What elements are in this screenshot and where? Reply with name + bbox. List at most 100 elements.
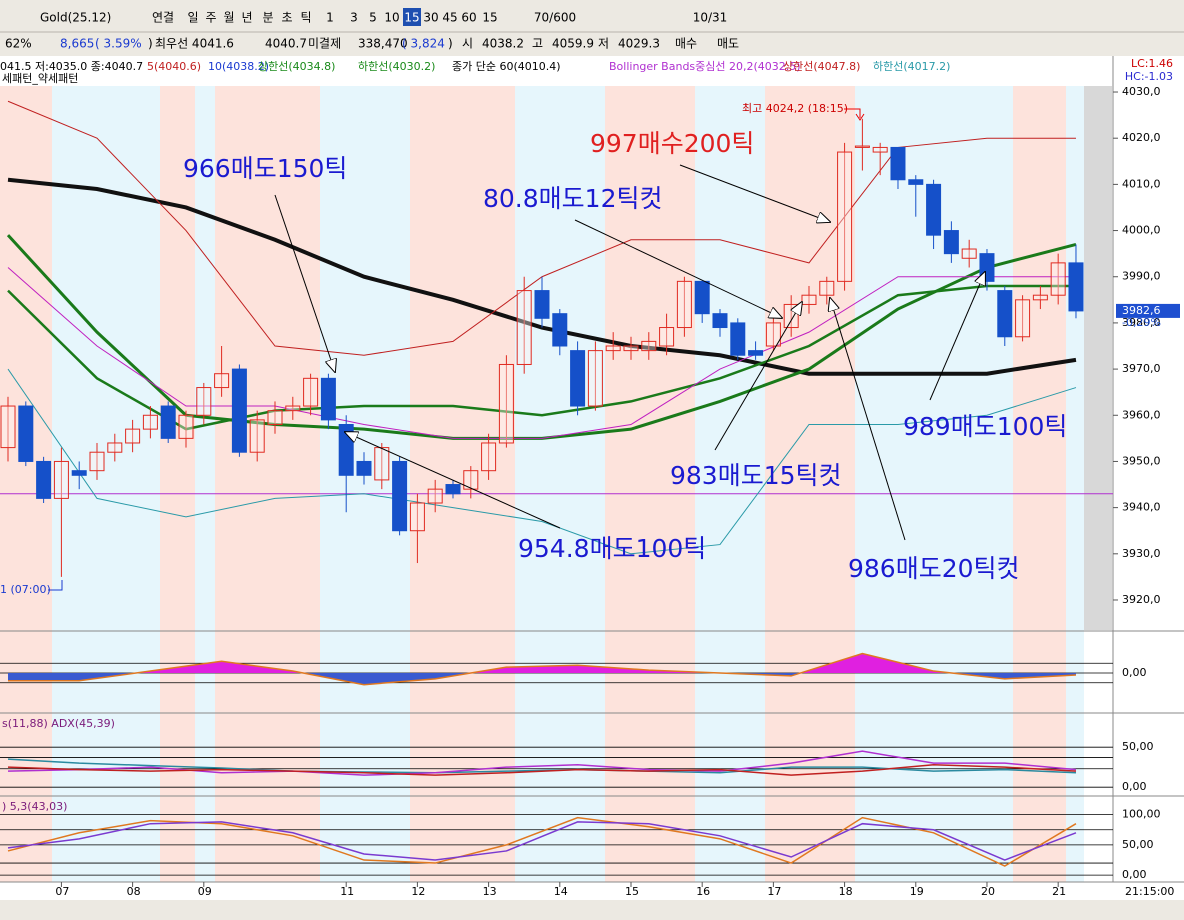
toolbar-bg	[0, 0, 1184, 56]
toolbar-button[interactable]: 10	[384, 11, 399, 25]
toolbar-field: 저	[598, 37, 609, 51]
current-change: -0,29%	[1122, 316, 1161, 329]
toolbar-button[interactable]: 70/600	[534, 11, 576, 25]
x-tick-label: 07	[55, 885, 69, 898]
candle-body	[516, 290, 532, 365]
candle-body	[267, 410, 283, 426]
panel-line	[8, 652, 1077, 686]
candle-body	[1068, 262, 1084, 312]
x-tick-label: 18	[839, 885, 853, 898]
indicator-legend: 5(4040.6)	[147, 60, 201, 73]
candle-body	[801, 294, 817, 305]
panel-line	[7, 758, 1077, 774]
candle-body	[392, 460, 408, 532]
y-tick-label: 4000,0	[1122, 224, 1161, 237]
toolbar-button[interactable]: 5	[369, 11, 377, 25]
pattern-label: 세패턴_약세패턴	[2, 71, 78, 85]
candle-body	[908, 179, 924, 185]
toolbar-button[interactable]: 틱	[300, 11, 311, 25]
toolbar-button[interactable]: 분	[262, 11, 273, 25]
session-band	[160, 86, 195, 882]
toolbar-button[interactable]: 1	[326, 11, 334, 25]
current-price-label: 3982,6	[1122, 304, 1161, 317]
candle-body	[748, 350, 764, 356]
candle-body	[570, 350, 586, 407]
candle-body	[605, 345, 621, 352]
x-tick-label: 20	[981, 885, 995, 898]
y-tick-label: 3930,0	[1122, 547, 1161, 560]
y-tick-label: 0,00	[1122, 666, 1147, 679]
candle-body	[142, 414, 158, 430]
session-band	[1013, 86, 1066, 882]
candle-body	[623, 345, 639, 352]
y-tick-label: 4010,0	[1122, 177, 1161, 190]
panel-line	[7, 764, 1077, 776]
x-tick-label: 08	[127, 885, 141, 898]
toolbar-button[interactable]: 30	[423, 11, 438, 25]
indicator-legend: 041.5 저:4035.0 종:4040.7	[0, 60, 143, 73]
toolbar-field[interactable]: 매수	[675, 37, 697, 51]
session-band	[765, 86, 855, 882]
candle-body	[89, 451, 105, 472]
x-tick-label: 16	[696, 885, 710, 898]
toolbar-button[interactable]: 일	[187, 11, 198, 25]
toolbar-field: 4038.2	[482, 37, 524, 51]
toolbar-field: 4040.7	[265, 37, 307, 51]
candle-body	[783, 303, 799, 329]
session-bands	[0, 86, 1084, 882]
candle-body	[178, 414, 194, 439]
x-tick-label: 17	[767, 885, 781, 898]
candle-body	[125, 428, 141, 444]
hc-label: HC:-1.03	[1125, 70, 1173, 83]
toolbar-field: 8,665	[60, 37, 94, 51]
candle-body	[1015, 299, 1031, 338]
toolbar-button[interactable]: 60	[461, 11, 476, 25]
toolbar-field[interactable]: 매도	[717, 37, 739, 51]
panel-label: ) 5,3(43,03)	[2, 800, 67, 813]
candle-body	[694, 280, 710, 315]
annotation: 954.8매도100틱	[518, 534, 706, 563]
toolbar-field: 4059.9	[552, 37, 594, 51]
toolbar-button[interactable]: 연결	[152, 11, 174, 25]
candle-body	[107, 442, 123, 453]
lc-label: LC:1.46	[1131, 57, 1173, 70]
annotation: 80.8매도12틱컷	[483, 184, 662, 213]
session-band	[52, 86, 160, 882]
session-band	[1066, 86, 1084, 882]
toolbar-button[interactable]: 10/31	[693, 11, 728, 25]
toolbar-button[interactable]: 월	[223, 11, 234, 25]
toolbar-field: 시	[462, 37, 473, 51]
candle-body	[427, 488, 443, 504]
toolbar-button[interactable]: 주	[205, 11, 216, 25]
session-band	[195, 86, 215, 882]
toolbar-button[interactable]: 3	[350, 11, 358, 25]
selected-interval	[403, 8, 421, 26]
toolbar-button[interactable]: 45	[442, 11, 457, 25]
toolbar-button[interactable]: 15	[482, 11, 497, 25]
y-tick-label: 50,00	[1122, 838, 1154, 851]
y-tick-label: 4030,0	[1122, 85, 1161, 98]
candle-body	[303, 377, 319, 407]
annotation-arrow	[574, 219, 782, 318]
toolbar-button[interactable]: 15	[404, 11, 419, 25]
toolbar-button[interactable]: 초	[281, 11, 292, 25]
current-price-marker	[1116, 303, 1180, 318]
candle-body	[552, 313, 568, 347]
candle-body	[641, 340, 657, 352]
session-band	[215, 86, 320, 882]
y-tick-label: 3960,0	[1122, 408, 1161, 421]
low-note: 1 (07:00)	[0, 583, 51, 596]
candle-body	[160, 405, 176, 439]
toolbar-field: 4029.3	[618, 37, 660, 51]
indicator-legend: 상한선(4047.8)	[783, 60, 860, 73]
annotation-arrow	[714, 302, 802, 451]
y-tick-label: 3970,0	[1122, 362, 1161, 375]
candle-body	[214, 373, 230, 389]
candle-body	[36, 460, 52, 499]
toolbar-button[interactable]: 년	[241, 11, 252, 25]
toolbar-button[interactable]: Gold(25.12)	[40, 11, 111, 25]
toolbar-field: 62%	[5, 37, 32, 51]
session-band	[695, 86, 765, 882]
candle-body	[285, 405, 301, 412]
y-tick-label: 0,00	[1122, 868, 1147, 881]
